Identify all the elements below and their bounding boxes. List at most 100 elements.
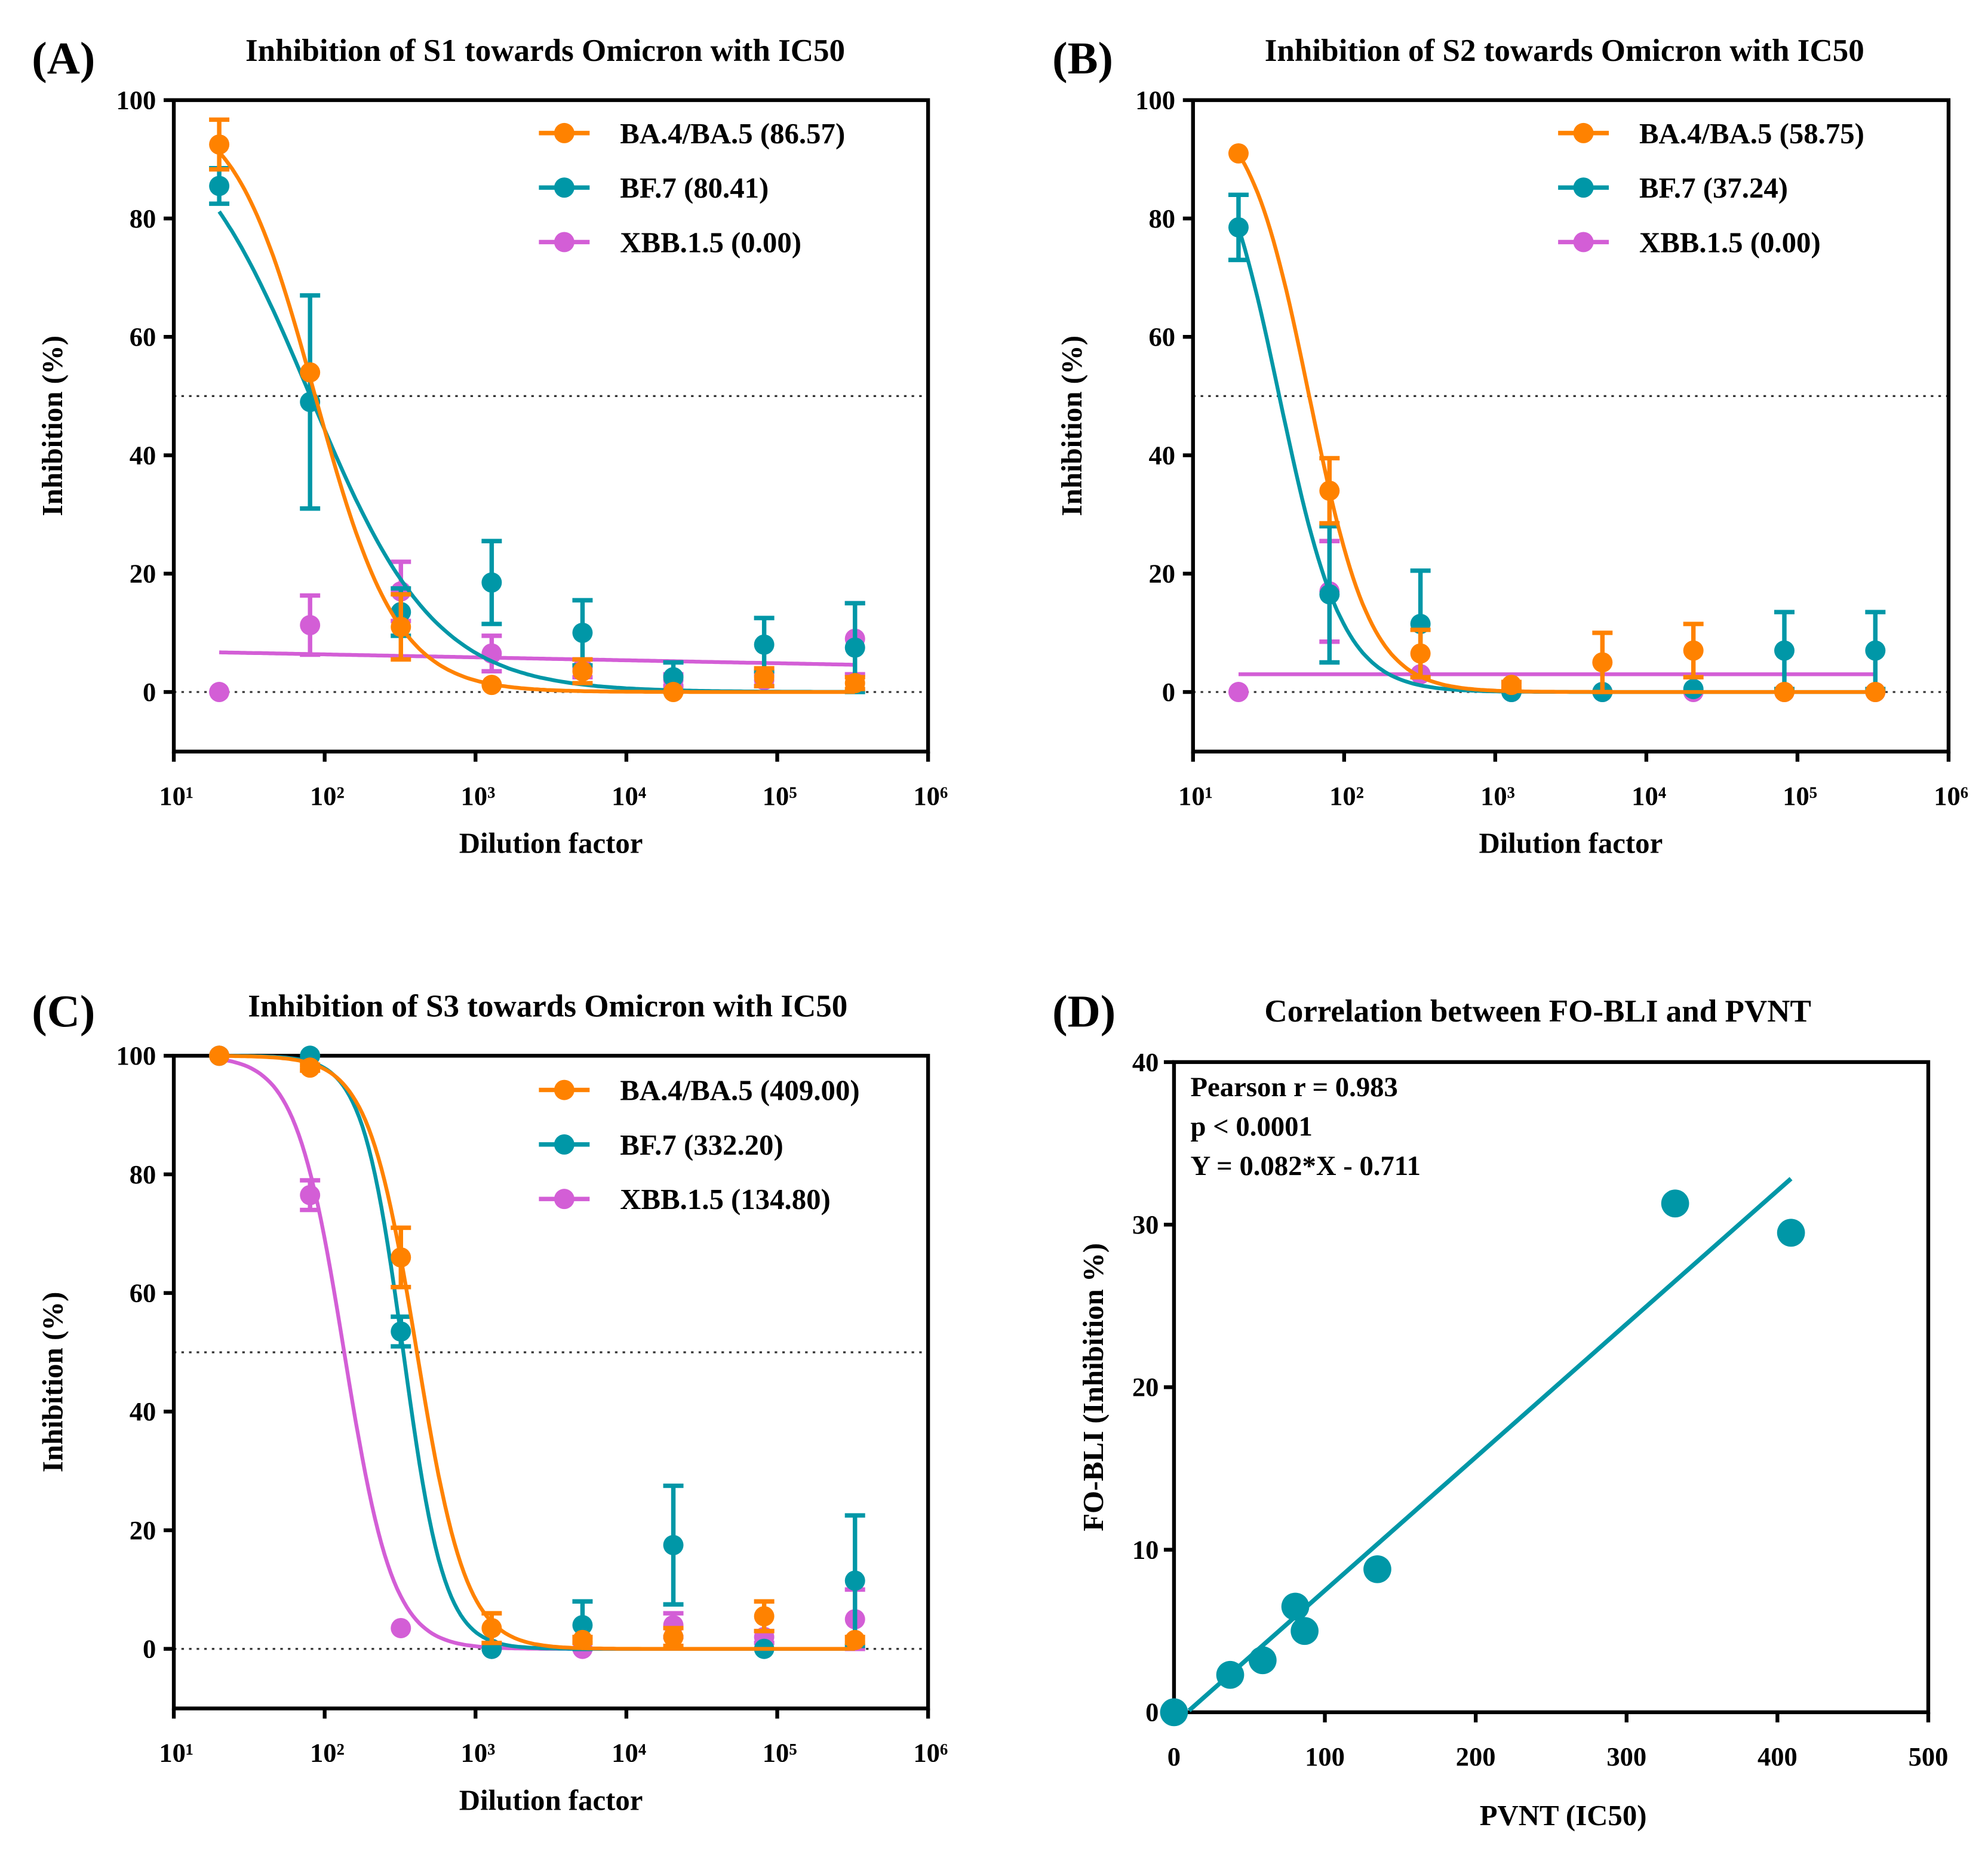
x-axis-label: PVNT (IC50) [1480,1799,1647,1832]
data-point [300,1057,321,1078]
legend-marker [554,1134,574,1155]
series-bf-7 [1228,192,1886,703]
y-tick-label: 80 [130,1159,156,1189]
legend-label: XBB.1.5 (0.00) [1639,226,1821,259]
x-axis-label: Dilution factor [1479,827,1663,860]
stat-annotation: Pearson r = 0.983 [1191,1072,1398,1103]
x-tick-label: 10⁵ [763,1738,797,1768]
data-point [663,682,684,703]
y-tick-label: 40 [130,1396,156,1426]
data-point [391,1617,411,1638]
y-tick-label: 100 [1135,85,1175,115]
legend-marker [554,1189,574,1210]
x-tick-label: 10³ [461,781,496,811]
data-point [391,1247,411,1268]
data-point [209,1045,230,1066]
data-point [754,667,775,688]
legend-label: BA.4/BA.5 (58.75) [1639,117,1864,150]
series-ba-4-ba-5 [209,117,865,703]
y-tick-label: 40 [130,440,156,470]
chart-title: Inhibition of S2 towards Omicron with IC… [1265,33,1864,68]
panel-4: (D) Correlation between FO-BLI and PVNT 0 1… [1052,986,1948,1831]
data-point [844,1570,865,1591]
data-point [1865,682,1886,703]
regression-line [1187,1177,1793,1712]
data-point [1865,640,1886,661]
scatter-point [1160,1698,1188,1727]
plot-frame [1191,98,1951,753]
x-tick-label: 300 [1606,1742,1646,1771]
data-point [754,1606,775,1627]
x-tick-label: 10² [310,781,345,811]
data-point [1501,675,1522,696]
legend-label: BF.7 (80.41) [620,171,769,204]
plot-frame [171,98,930,753]
panel-label: (A) [32,33,95,84]
legend-marker [1573,177,1594,198]
scatter-point [1777,1219,1805,1247]
x-tick-label: 10³ [461,1738,496,1768]
data-point [1228,682,1249,703]
x-tick-label: 10⁵ [1783,781,1817,811]
y-tick-label: 20 [130,1515,156,1545]
data-point [481,675,502,696]
scatter-point [1281,1592,1310,1621]
y-tick-label: 20 [130,559,156,589]
fit-curve [219,1054,855,1651]
y-tick-label: 40 [1148,440,1175,470]
y-axis-label: Inhibition (%) [1055,336,1088,516]
y-tick-label: 80 [130,204,156,233]
x-tick-label: 0 [1167,1742,1181,1771]
plot-frame [171,1054,930,1711]
y-axis-label: Inhibition (%) [36,1292,69,1472]
panel-3: (C) Inhibition of S3 towards Omicron with… [32,986,948,1816]
data-point [300,615,321,636]
chart-title: Correlation between FO-BLI and PVNT [1264,994,1811,1029]
data-point [300,1185,321,1205]
y-tick-label: 20 [1148,559,1175,589]
scatter-point [1363,1555,1391,1583]
x-tick-label: 10¹ [159,781,193,811]
series-xbb-1-5 [1228,539,1886,703]
data-point [663,667,684,688]
x-tick-label: 10⁶ [1934,781,1968,811]
legend-marker [554,1079,574,1100]
data-point [481,1617,502,1638]
x-tick-label: 10⁶ [913,781,948,811]
x-tick-label: 10⁴ [612,781,646,811]
data-point [1774,640,1795,661]
x-tick-label: 10⁵ [763,781,797,811]
fit-curve [217,150,855,694]
y-tick-label: 0 [1162,677,1175,707]
legend-marker [554,122,574,143]
scatter-point [1216,1660,1245,1689]
data-point [391,617,411,637]
chart-title: Inhibition of S3 towards Omicron with IC… [248,989,847,1023]
y-tick-label: 60 [130,1278,156,1308]
y-tick-label: 20 [1132,1372,1159,1402]
data-point [754,634,775,655]
panel-label: (D) [1052,986,1116,1036]
data-point [1683,679,1704,700]
panel-label: (C) [32,986,95,1036]
x-tick-label: 200 [1456,1742,1496,1771]
y-tick-label: 0 [143,1634,156,1664]
x-tick-label: 10³ [1480,781,1515,811]
data-point [844,673,865,694]
y-tick-label: 30 [1132,1210,1159,1239]
data-point [572,622,593,643]
chart-title: Inhibition of S1 towards Omicron with IC… [245,33,845,68]
x-tick-label: 10⁶ [913,1738,948,1768]
data-point [209,682,230,703]
legend-label: BA.4/BA.5 (409.00) [620,1074,859,1107]
data-point [209,176,230,196]
data-point [300,362,321,383]
y-tick-label: 10 [1132,1534,1159,1564]
scatter-point [1248,1646,1277,1675]
y-tick-label: 60 [1148,322,1175,352]
x-tick-label: 10⁴ [1631,781,1666,811]
data-point [481,572,502,593]
data-point [844,637,865,658]
legend-label: BF.7 (37.24) [1639,171,1788,204]
legend-label: XBB.1.5 (134.80) [620,1183,831,1216]
